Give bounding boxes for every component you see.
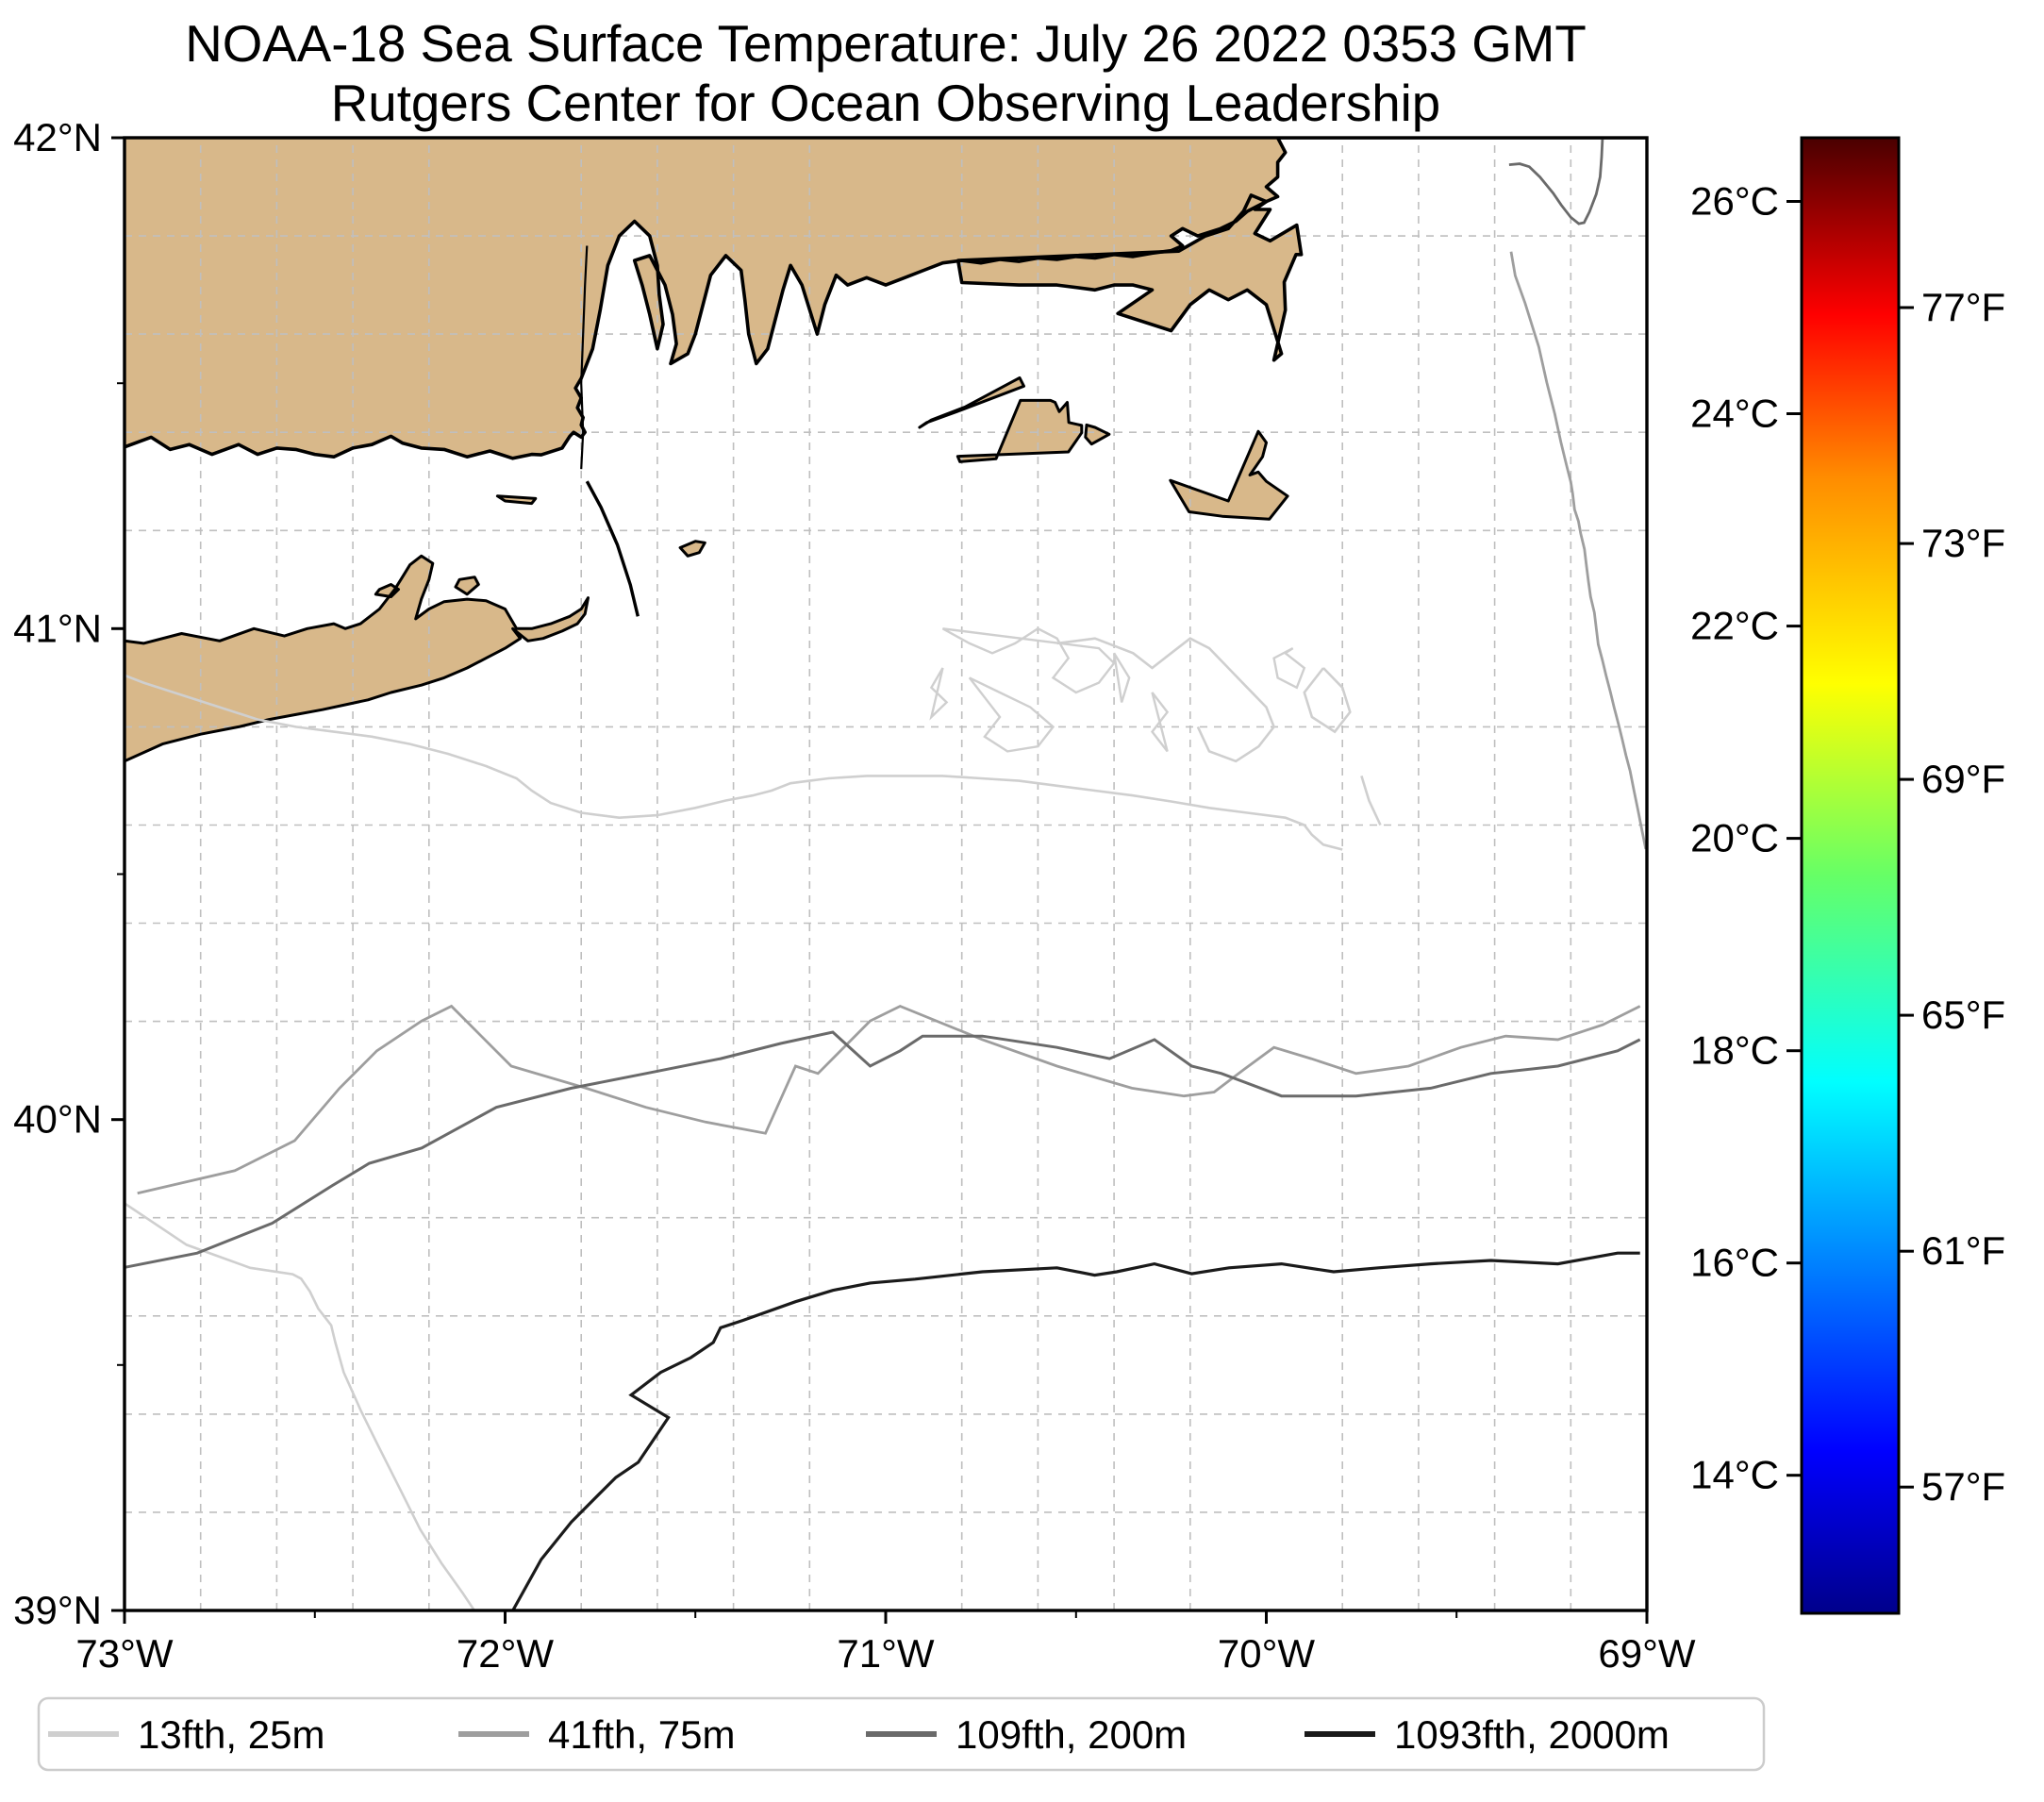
svg-text:72°W: 72°W xyxy=(457,1631,555,1676)
svg-text:NOAA-18 Sea Surface Temperatur: NOAA-18 Sea Surface Temperature: July 26… xyxy=(185,14,1586,73)
svg-text:1093fth, 2000m: 1093fth, 2000m xyxy=(1394,1712,1670,1757)
svg-text:70°W: 70°W xyxy=(1218,1631,1316,1676)
svg-text:77°F: 77°F xyxy=(1921,285,2005,329)
svg-text:24°C: 24°C xyxy=(1690,392,1779,436)
svg-text:69°W: 69°W xyxy=(1598,1631,1696,1676)
svg-text:65°F: 65°F xyxy=(1921,993,2005,1037)
svg-text:41°N: 41°N xyxy=(13,606,102,650)
svg-text:16°C: 16°C xyxy=(1690,1241,1779,1285)
svg-text:42°N: 42°N xyxy=(13,115,102,159)
svg-text:69°F: 69°F xyxy=(1921,757,2005,801)
svg-text:73°F: 73°F xyxy=(1921,521,2005,565)
svg-text:73°W: 73°W xyxy=(75,1631,174,1676)
svg-text:18°C: 18°C xyxy=(1690,1028,1779,1073)
svg-text:109fth, 200m: 109fth, 200m xyxy=(956,1712,1187,1757)
svg-text:40°N: 40°N xyxy=(13,1097,102,1142)
svg-text:22°C: 22°C xyxy=(1690,604,1779,648)
svg-text:14°C: 14°C xyxy=(1690,1453,1779,1497)
svg-text:61°F: 61°F xyxy=(1921,1228,2005,1273)
svg-text:57°F: 57°F xyxy=(1921,1464,2005,1509)
svg-text:20°C: 20°C xyxy=(1690,816,1779,860)
svg-text:39°N: 39°N xyxy=(13,1588,102,1632)
svg-text:Rutgers Center for Ocean Obser: Rutgers Center for Ocean Observing Leade… xyxy=(331,74,1440,132)
svg-text:26°C: 26°C xyxy=(1690,179,1779,224)
svg-text:41fth, 75m: 41fth, 75m xyxy=(548,1712,735,1757)
svg-text:13fth, 25m: 13fth, 25m xyxy=(138,1712,324,1757)
svg-text:71°W: 71°W xyxy=(837,1631,935,1676)
